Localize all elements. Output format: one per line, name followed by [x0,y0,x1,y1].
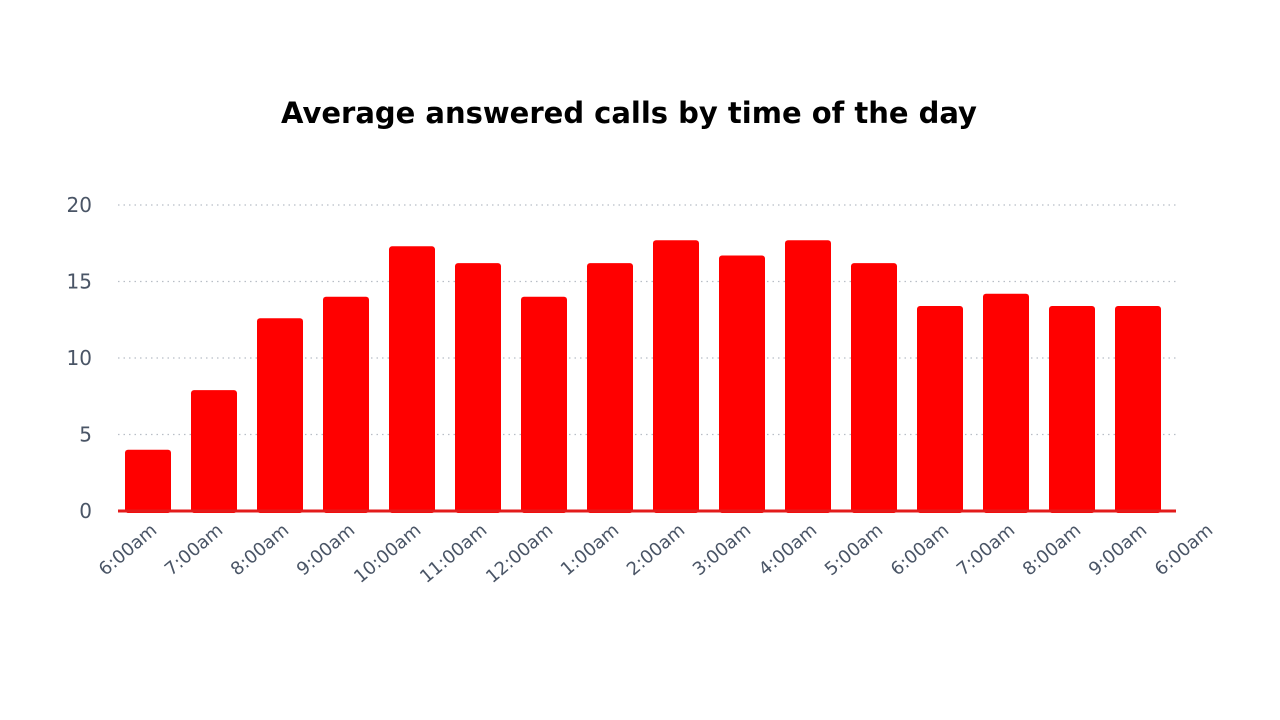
x-tick-label: 3:00am [689,520,755,580]
y-tick-label: 20 [67,193,92,217]
bar [719,255,765,514]
x-tick-label: 8:00am [1019,520,1085,580]
x-axis-ticks: 6:00am 7:00am 8:00am 9:00am10:00am11:00am12… [95,520,1217,588]
bar [917,305,963,513]
x-tick-label: 7:00am [161,520,227,580]
chart-title: Average answered calls by time of the da… [281,96,977,130]
x-tick-label: 6:00am [1151,520,1217,580]
bar [125,449,171,513]
bar [521,296,567,513]
bar [455,263,501,513]
y-axis-ticks: 0 5 10 15 20 [67,193,92,523]
bar [785,240,831,513]
x-tick-label: 1:00am [557,520,623,580]
bar [1115,305,1161,513]
bar [653,240,699,513]
x-tick-label: 5:00am [821,520,887,580]
bar [191,390,237,513]
x-tick-label: 12:00am [482,520,557,588]
bar [389,246,435,513]
bar [851,263,897,513]
bar [1049,305,1095,513]
y-tick-label: 0 [79,499,92,523]
bar [983,293,1029,513]
bar [257,318,303,513]
x-tick-label: 9:00am [1085,520,1151,580]
bar [323,296,369,513]
bars [125,240,1161,514]
x-tick-label: 7:00am [953,520,1019,580]
x-tick-label: 6:00am [887,520,953,580]
x-tick-label: 10:00am [350,520,425,588]
bar [587,263,633,513]
y-tick-label: 10 [67,346,92,370]
x-tick-label: 4:00am [755,520,821,580]
y-tick-label: 5 [79,423,92,447]
x-tick-label: 11:00am [416,520,491,588]
x-tick-label: 6:00am [95,520,161,580]
x-tick-label: 2:00am [623,520,689,580]
y-tick-label: 15 [67,270,92,294]
x-tick-label: 8:00am [227,520,293,580]
